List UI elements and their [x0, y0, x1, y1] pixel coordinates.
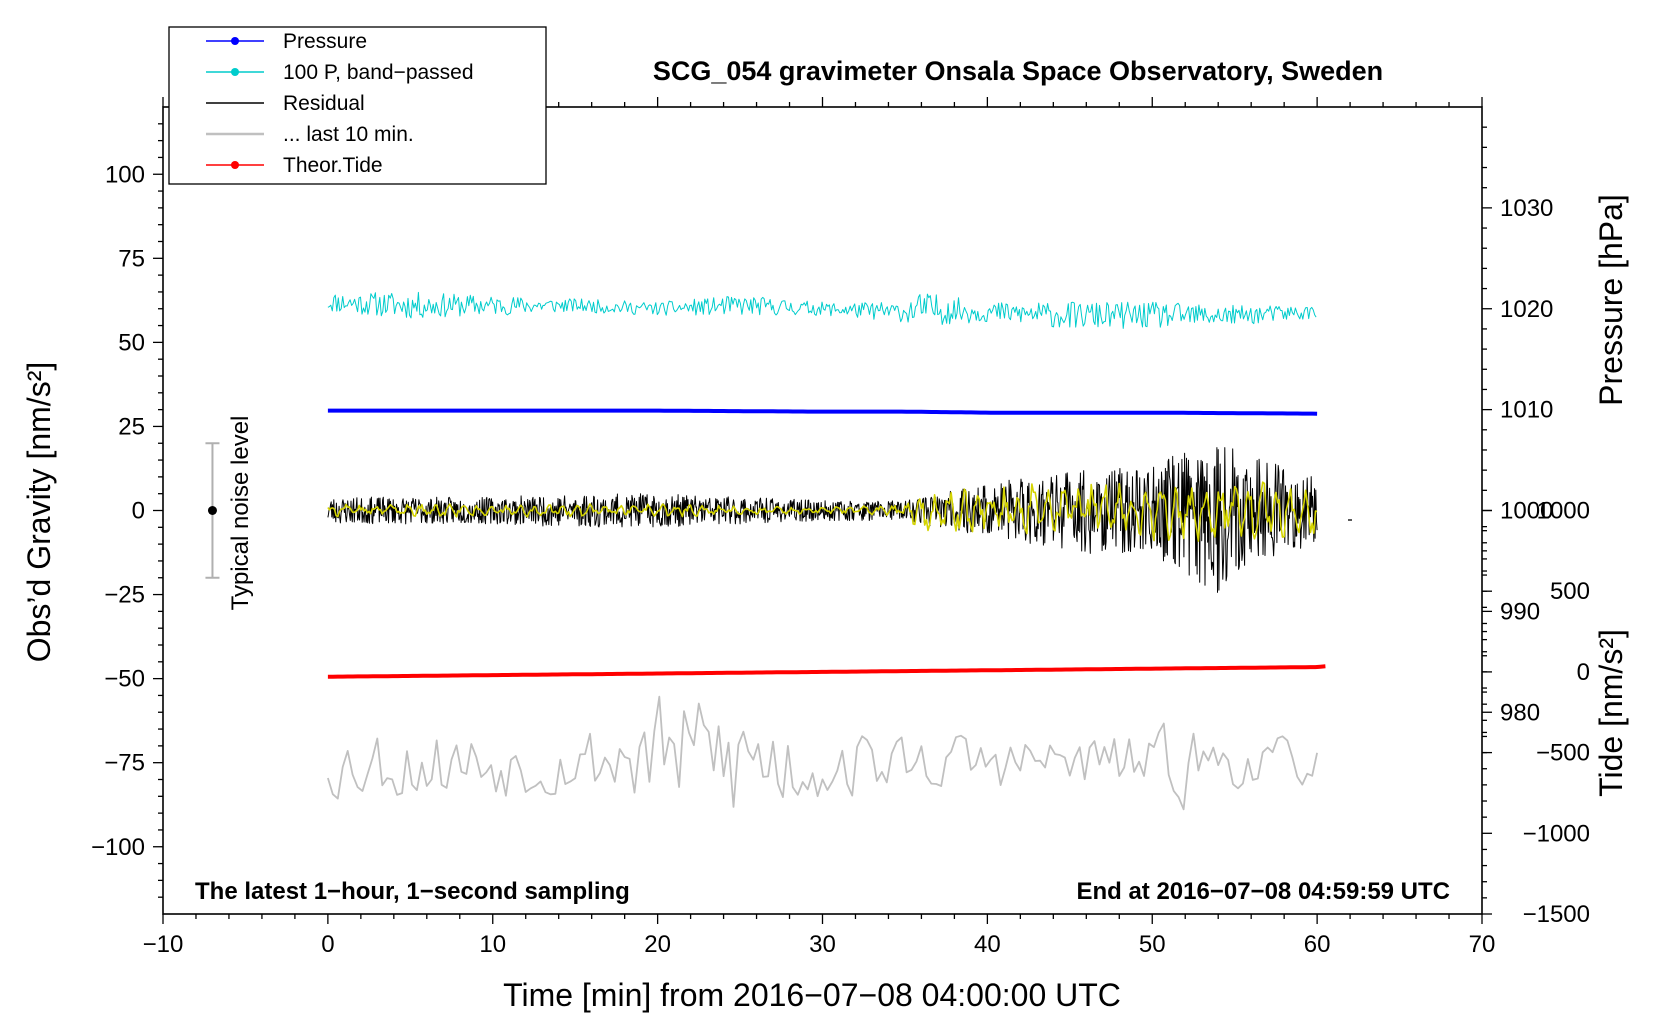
- x-tick-label: 20: [644, 931, 671, 958]
- chart-title: SCG_054 gravimeter Onsala Space Observat…: [653, 56, 1383, 86]
- legend-item: Pressure: [206, 30, 367, 53]
- y-tick-labels: 100 75 50 25 0 −25 −50 −75 −100: [91, 161, 145, 861]
- series-100-p-band-passed: [327, 291, 1317, 329]
- x-tick-label: 0: [321, 931, 334, 958]
- x-tick-labels: −10 0 10 20 30 40 50 60 70: [143, 931, 1496, 958]
- x-tick-label: 70: [1469, 931, 1496, 958]
- legend: Pressure 100 P, band−passed Residual ... la…: [168, 26, 547, 185]
- legend-label: Residual: [283, 92, 365, 115]
- pressure-tick-label: 1010: [1500, 397, 1553, 424]
- y-tick-label: −50: [104, 666, 145, 693]
- y-tick-label: 50: [118, 329, 145, 356]
- inner-text-end-time: End at 2016−07−08 04:59:59 UTC: [1076, 878, 1450, 905]
- pressure-tick-label: 980: [1500, 699, 1540, 726]
- series-residual-low-passed-: [327, 481, 1318, 542]
- legend-label: Theor.Tide: [283, 154, 383, 177]
- series-residual: [327, 447, 1318, 593]
- series-layer: [327, 291, 1326, 811]
- tide-tick-label: 1000: [1537, 498, 1590, 525]
- tide-tick-labels: 1000 500 0 −500 −1000 −1500: [1523, 498, 1590, 929]
- x-tick-label: 10: [479, 931, 506, 958]
- y-tick-label: 75: [118, 245, 145, 272]
- legend-label: ... last 10 min.: [283, 123, 414, 146]
- series-theor-tide: [327, 664, 1326, 679]
- pressure-tick-label: 990: [1500, 598, 1540, 625]
- y-axis-label: Obs’d Gravity [nm/s²]: [21, 362, 57, 663]
- y-tick-label: 25: [118, 413, 145, 440]
- x-tick-label: 30: [809, 931, 836, 958]
- x-tick-label: 60: [1304, 931, 1331, 958]
- tide-tick-label: −500: [1536, 740, 1590, 767]
- legend-box: [168, 26, 547, 185]
- y-tick-label: −100: [91, 834, 145, 861]
- series--last-10-min-: [327, 695, 1318, 811]
- tide-tick-label: −1000: [1523, 820, 1590, 847]
- legend-marker: [231, 68, 239, 76]
- legend-label: Pressure: [283, 30, 367, 53]
- x-tick-label: 40: [974, 931, 1001, 958]
- tide-tick-label: 0: [1577, 659, 1590, 686]
- y-tick-label: 100: [105, 161, 145, 188]
- y-tick-label: −25: [104, 582, 145, 609]
- noise-level-bar: [205, 442, 220, 579]
- pressure-tick-label: 1030: [1500, 195, 1553, 222]
- tide-tick-label: −1500: [1523, 901, 1590, 928]
- noise-bar-dot: [207, 506, 217, 515]
- pressure-axis-label: Pressure [hPa]: [1593, 194, 1629, 406]
- series-pressure: [327, 408, 1318, 416]
- tide-axis-label: Tide [nm/s²]: [1593, 629, 1629, 797]
- noise-level-label: Typical noise level: [227, 416, 254, 611]
- axis-ticks: [153, 97, 1492, 924]
- x-tick-label: −10: [143, 931, 184, 958]
- x-axis-label: Time [min] from 2016−07−08 04:00:00 UTC: [503, 977, 1121, 1013]
- tide-tick-label: 500: [1550, 578, 1590, 605]
- legend-item: ... last 10 min.: [206, 123, 414, 146]
- pressure-tick-label: 1020: [1500, 296, 1553, 323]
- pressure-tick-labels: 1030 1020 1010 1000 990 980: [1500, 195, 1553, 726]
- y-tick-label: −75: [104, 750, 145, 777]
- legend-items: Pressure 100 P, band−passed Residual ... la…: [206, 30, 474, 177]
- legend-item: Theor.Tide: [206, 154, 383, 177]
- legend-marker: [231, 161, 239, 169]
- legend-item: 100 P, band−passed: [206, 61, 474, 84]
- legend-item: Residual: [206, 92, 365, 115]
- legend-label: 100 P, band−passed: [283, 61, 474, 84]
- pressure-tick-label: 1000: [1500, 498, 1553, 525]
- x-tick-label: 50: [1139, 931, 1166, 958]
- y-tick-label: 0: [132, 498, 145, 525]
- legend-marker: [231, 37, 239, 45]
- inner-text-sampling: The latest 1−hour, 1−second sampling: [195, 878, 630, 905]
